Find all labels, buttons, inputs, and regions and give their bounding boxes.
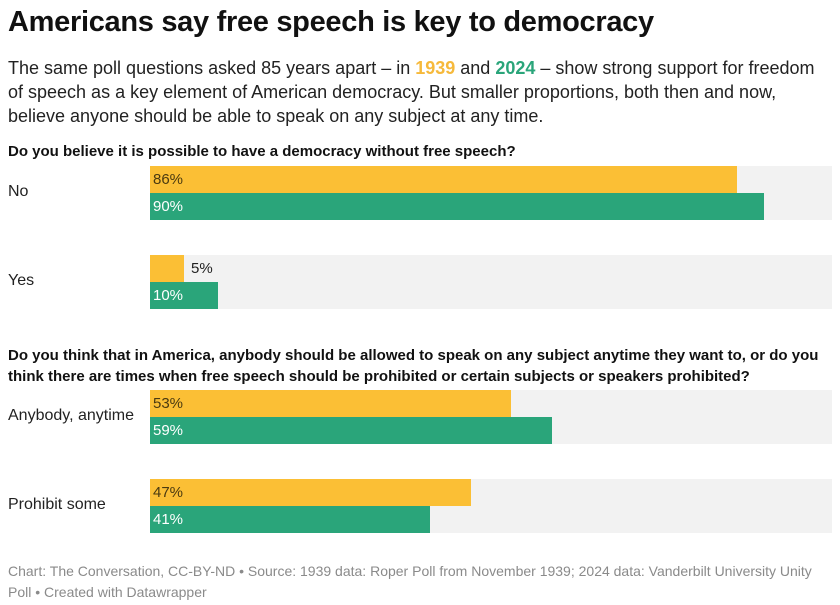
subtitle-text: and	[455, 58, 496, 78]
value-label-1939: 47%	[153, 484, 184, 501]
bar-2024	[150, 193, 764, 220]
value-label-1939: 53%	[153, 395, 184, 412]
category-label: No	[8, 183, 29, 200]
bar-1939	[150, 166, 737, 193]
subtitle-text: – show strong support for freedom of spe…	[8, 58, 815, 126]
value-label-2024: 10%	[153, 287, 184, 304]
value-label-2024: 59%	[153, 422, 184, 439]
bar-2024	[150, 417, 552, 444]
value-label-2024: 90%	[153, 198, 184, 215]
question-title: Do you believe it is possible to have a …	[8, 143, 516, 160]
bar-track	[150, 255, 832, 309]
bar-1939	[150, 390, 511, 417]
bar-1939	[150, 479, 471, 506]
category-label: Yes	[8, 272, 35, 289]
chart-subtitle: The same poll questions asked 85 years a…	[8, 56, 834, 128]
chart-title: Americans say free speech is key to demo…	[8, 6, 654, 38]
legend-1939: 1939	[415, 58, 456, 78]
legend-2024: 2024	[495, 58, 536, 78]
bar-2024	[150, 282, 218, 309]
chart-footer: Chart: The Conversation, CC-BY-ND • Sour…	[8, 563, 812, 600]
question-title: Do you think that in America, anybody sh…	[8, 347, 819, 385]
bar-1939	[150, 255, 184, 282]
value-label-1939: 86%	[153, 171, 184, 188]
value-label-1939: 5%	[191, 260, 213, 277]
bar-2024	[150, 506, 430, 533]
subtitle-text: The same poll questions asked 85 years a…	[8, 58, 416, 78]
category-label: Anybody, anytime	[8, 407, 134, 424]
category-label: Prohibit some	[8, 496, 106, 513]
value-label-2024: 41%	[153, 511, 184, 528]
